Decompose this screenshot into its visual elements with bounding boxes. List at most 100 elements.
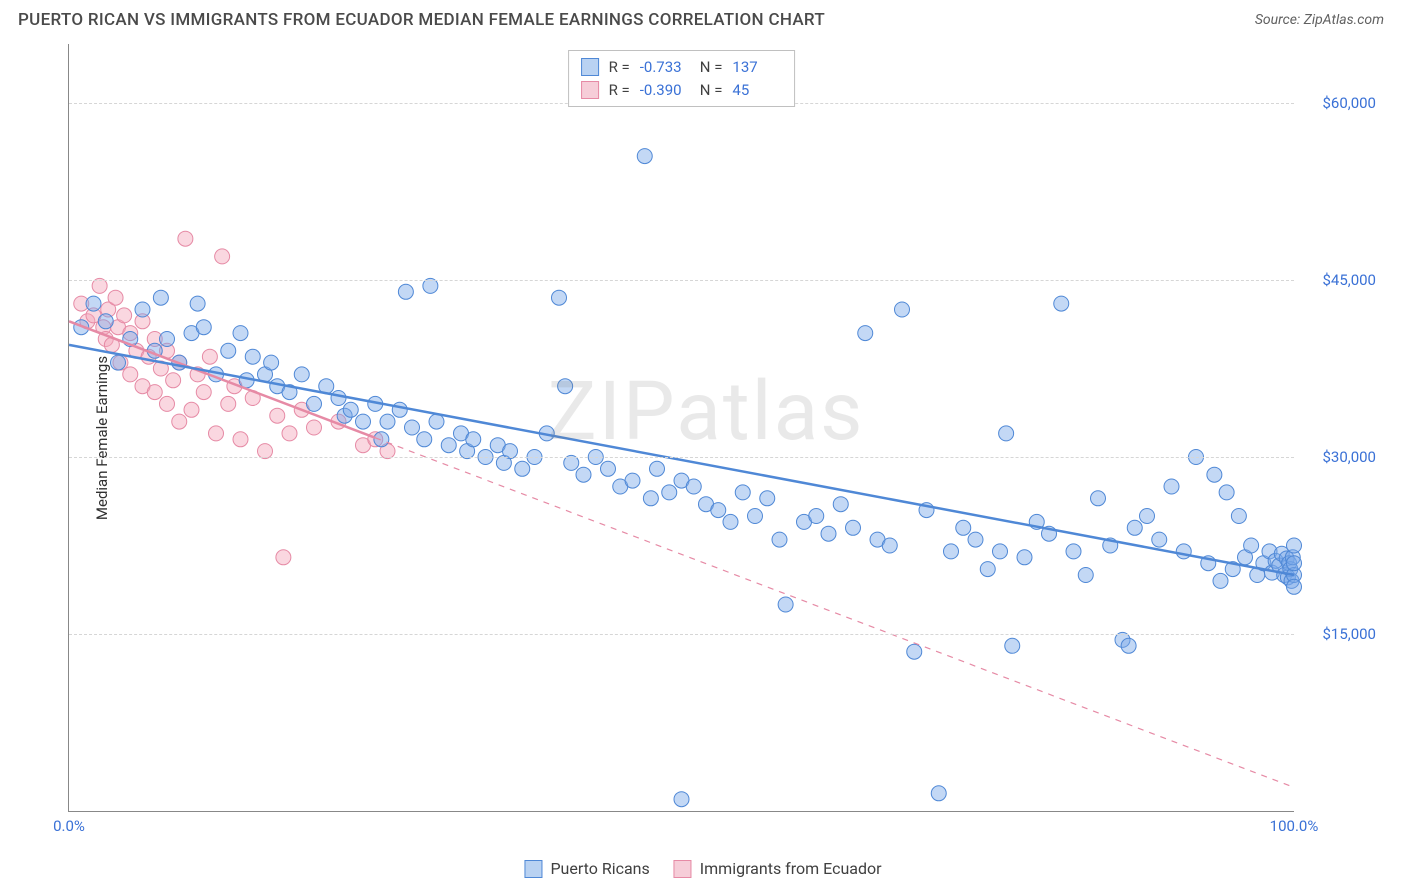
data-point xyxy=(650,461,665,476)
data-point xyxy=(178,231,193,246)
legend-row-series-0: R = -0.733 N = 137 xyxy=(581,56,783,79)
legend-row-series-1: R = -0.390 N = 45 xyxy=(581,79,783,102)
data-point xyxy=(343,402,358,417)
legend-label-1: Immigrants from Ecuador xyxy=(700,859,882,878)
data-point xyxy=(405,420,420,435)
data-point xyxy=(1017,550,1032,565)
data-point xyxy=(270,408,285,423)
r-label: R = xyxy=(609,79,630,102)
data-point xyxy=(821,526,836,541)
data-point xyxy=(307,420,322,435)
data-point xyxy=(1127,520,1142,535)
data-point xyxy=(637,149,652,164)
series-legend: Puerto Ricans Immigrants from Ecuador xyxy=(524,859,881,878)
data-point xyxy=(209,426,224,441)
data-point xyxy=(276,550,291,565)
legend-item-1: Immigrants from Ecuador xyxy=(674,859,882,878)
data-point xyxy=(123,367,138,382)
data-point xyxy=(993,544,1008,559)
y-tick-label: $30,000 xyxy=(1322,448,1376,466)
data-point xyxy=(1287,556,1302,571)
data-point xyxy=(282,426,297,441)
y-tick-label: $60,000 xyxy=(1322,94,1376,112)
data-point xyxy=(674,792,689,807)
data-point xyxy=(160,332,175,347)
trend-line-dashed xyxy=(375,438,1294,788)
data-point xyxy=(833,497,848,512)
data-point xyxy=(221,396,236,411)
data-point xyxy=(429,414,444,429)
data-point xyxy=(221,343,236,358)
data-point xyxy=(1213,573,1228,588)
data-point xyxy=(662,485,677,500)
data-point xyxy=(809,509,824,524)
data-point xyxy=(190,296,205,311)
data-point xyxy=(576,467,591,482)
data-point xyxy=(1176,544,1191,559)
data-point xyxy=(417,432,432,447)
data-point xyxy=(117,308,132,323)
gridline xyxy=(69,280,1294,281)
data-point xyxy=(196,320,211,335)
data-point xyxy=(264,355,279,370)
scatter-plot-svg xyxy=(69,44,1294,811)
data-point xyxy=(1005,638,1020,653)
data-point xyxy=(1140,509,1155,524)
data-point xyxy=(202,349,217,364)
data-point xyxy=(233,432,248,447)
data-point xyxy=(153,290,168,305)
data-point xyxy=(86,296,101,311)
data-point xyxy=(931,786,946,801)
data-point xyxy=(111,355,126,370)
legend-item-0: Puerto Ricans xyxy=(524,859,649,878)
data-point xyxy=(723,514,738,529)
data-point xyxy=(956,520,971,535)
data-point xyxy=(184,402,199,417)
data-point xyxy=(160,396,175,411)
data-point xyxy=(108,290,123,305)
data-point xyxy=(1207,467,1222,482)
data-point xyxy=(778,597,793,612)
n-value-1: 45 xyxy=(732,79,782,102)
data-point xyxy=(135,302,150,317)
legend-swatch-1 xyxy=(581,81,599,99)
data-point xyxy=(1121,638,1136,653)
y-tick-label: $45,000 xyxy=(1322,271,1376,289)
legend-swatch-bottom-1 xyxy=(674,860,692,878)
data-point xyxy=(196,385,211,400)
source-prefix: Source: xyxy=(1255,12,1304,28)
data-point xyxy=(980,562,995,577)
r-label: R = xyxy=(609,56,630,79)
data-point xyxy=(147,385,162,400)
source-name: ZipAtlas.com xyxy=(1304,12,1384,28)
data-point xyxy=(895,302,910,317)
data-point xyxy=(166,373,181,388)
data-point xyxy=(907,644,922,659)
data-point xyxy=(772,532,787,547)
data-point xyxy=(1287,579,1302,594)
data-point xyxy=(625,473,640,488)
data-point xyxy=(601,461,616,476)
data-point xyxy=(760,491,775,506)
legend-swatch-bottom-0 xyxy=(524,860,542,878)
data-point xyxy=(944,544,959,559)
gridline xyxy=(69,634,1294,635)
data-point xyxy=(380,414,395,429)
data-point xyxy=(552,290,567,305)
source-attribution: Source: ZipAtlas.com xyxy=(1255,12,1384,28)
data-point xyxy=(735,485,750,500)
data-point xyxy=(1152,532,1167,547)
data-point xyxy=(374,432,389,447)
y-tick-label: $15,000 xyxy=(1322,625,1376,643)
legend-swatch-0 xyxy=(581,58,599,76)
data-point xyxy=(392,402,407,417)
data-point xyxy=(331,391,346,406)
data-point xyxy=(1164,479,1179,494)
data-point xyxy=(245,349,260,364)
x-tick-label-min: 0.0% xyxy=(53,817,85,835)
data-point xyxy=(643,491,658,506)
gridline xyxy=(69,457,1294,458)
data-point xyxy=(356,414,371,429)
n-value-0: 137 xyxy=(732,56,782,79)
r-value-0: -0.733 xyxy=(640,56,690,79)
